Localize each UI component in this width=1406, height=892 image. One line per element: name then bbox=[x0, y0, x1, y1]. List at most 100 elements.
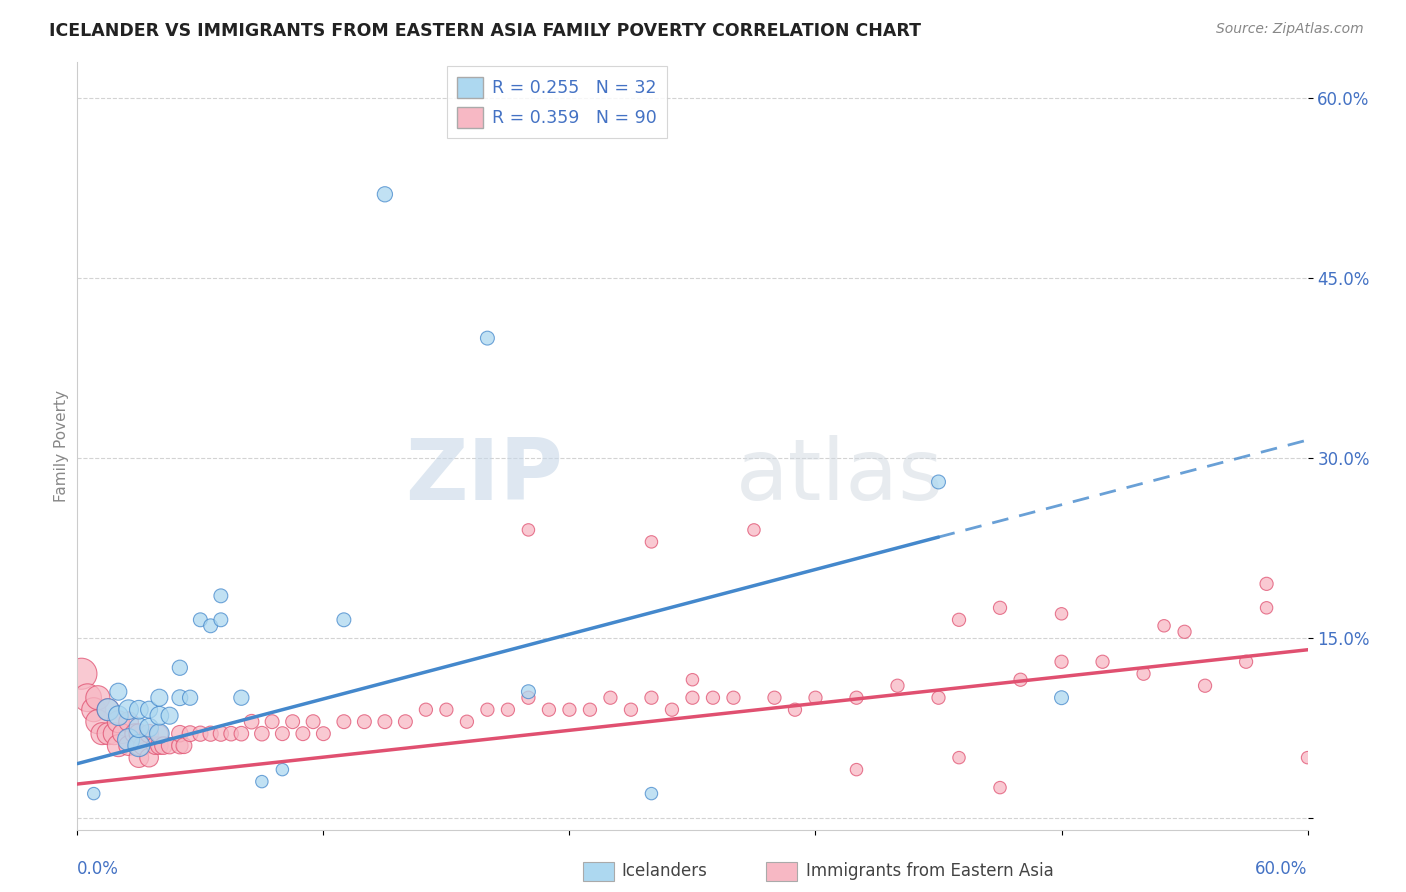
Point bbox=[250, 726, 273, 740]
Point bbox=[558, 703, 581, 717]
Point bbox=[97, 703, 120, 717]
Text: Source: ZipAtlas.com: Source: ZipAtlas.com bbox=[1216, 22, 1364, 37]
Point bbox=[76, 690, 98, 705]
Point bbox=[845, 690, 868, 705]
Point bbox=[188, 613, 212, 627]
Point bbox=[169, 661, 191, 675]
Point bbox=[928, 475, 950, 489]
Point bbox=[682, 673, 704, 687]
Point bbox=[231, 690, 253, 705]
Point bbox=[496, 703, 519, 717]
Point bbox=[620, 703, 643, 717]
Point bbox=[107, 684, 129, 698]
Point bbox=[1256, 600, 1278, 615]
Point bbox=[1234, 655, 1257, 669]
Text: Immigrants from Eastern Asia: Immigrants from Eastern Asia bbox=[806, 863, 1053, 880]
Point bbox=[333, 613, 356, 627]
Point bbox=[1010, 673, 1032, 687]
Point bbox=[148, 708, 170, 723]
Point bbox=[128, 721, 150, 735]
Point bbox=[70, 666, 93, 681]
Point bbox=[124, 726, 146, 740]
Point bbox=[169, 739, 191, 753]
Point bbox=[988, 780, 1011, 795]
Point bbox=[128, 739, 150, 753]
Point bbox=[702, 690, 724, 705]
Point bbox=[90, 726, 114, 740]
Point bbox=[148, 739, 170, 753]
Point bbox=[948, 613, 970, 627]
Point bbox=[111, 726, 134, 740]
Point bbox=[374, 714, 396, 729]
Point bbox=[107, 739, 129, 753]
Point bbox=[281, 714, 304, 729]
Point bbox=[117, 739, 139, 753]
Point bbox=[302, 714, 325, 729]
Point bbox=[374, 187, 396, 202]
Point bbox=[179, 690, 201, 705]
Point bbox=[138, 726, 160, 740]
Point bbox=[148, 726, 170, 740]
Point bbox=[152, 739, 174, 753]
Point bbox=[169, 726, 191, 740]
Point bbox=[138, 721, 160, 735]
Point bbox=[394, 714, 416, 729]
Point bbox=[682, 690, 704, 705]
Point bbox=[83, 703, 105, 717]
Point bbox=[742, 523, 765, 537]
Y-axis label: Family Poverty: Family Poverty bbox=[53, 390, 69, 502]
Point bbox=[845, 763, 868, 777]
Point bbox=[188, 726, 212, 740]
Point bbox=[200, 619, 222, 633]
Point bbox=[291, 726, 314, 740]
Point bbox=[640, 787, 662, 801]
Legend: R = 0.255   N = 32, R = 0.359   N = 90: R = 0.255 N = 32, R = 0.359 N = 90 bbox=[447, 66, 668, 138]
Point bbox=[83, 787, 105, 801]
Point bbox=[173, 739, 195, 753]
Point bbox=[209, 613, 232, 627]
Point bbox=[138, 703, 160, 717]
Point bbox=[312, 726, 335, 740]
Point bbox=[333, 714, 356, 729]
Point bbox=[103, 726, 125, 740]
Point bbox=[886, 679, 908, 693]
Point bbox=[138, 750, 160, 764]
Point bbox=[179, 726, 201, 740]
Point bbox=[271, 763, 294, 777]
Point bbox=[128, 726, 150, 740]
Point bbox=[517, 690, 540, 705]
Point bbox=[1091, 655, 1114, 669]
Point bbox=[783, 703, 806, 717]
Point bbox=[415, 703, 437, 717]
Point bbox=[117, 714, 139, 729]
Point bbox=[640, 534, 662, 549]
Point bbox=[1050, 690, 1073, 705]
Point bbox=[723, 690, 745, 705]
Point bbox=[262, 714, 284, 729]
Point bbox=[132, 739, 155, 753]
Point bbox=[219, 726, 242, 740]
Point bbox=[169, 690, 191, 705]
Point bbox=[159, 739, 181, 753]
Point bbox=[1256, 577, 1278, 591]
Point bbox=[107, 714, 129, 729]
Point bbox=[599, 690, 621, 705]
Point bbox=[477, 703, 499, 717]
Point bbox=[436, 703, 458, 717]
Point bbox=[517, 684, 540, 698]
Point bbox=[948, 750, 970, 764]
Point bbox=[209, 589, 232, 603]
Point bbox=[517, 523, 540, 537]
Point bbox=[579, 703, 602, 717]
Text: 60.0%: 60.0% bbox=[1256, 860, 1308, 878]
Point bbox=[200, 726, 222, 740]
Point bbox=[107, 708, 129, 723]
Point bbox=[661, 703, 683, 717]
Point bbox=[117, 732, 139, 747]
Text: 0.0%: 0.0% bbox=[77, 860, 120, 878]
Point bbox=[353, 714, 375, 729]
Point bbox=[1153, 619, 1175, 633]
Point bbox=[231, 726, 253, 740]
Point bbox=[128, 703, 150, 717]
Point bbox=[117, 703, 139, 717]
